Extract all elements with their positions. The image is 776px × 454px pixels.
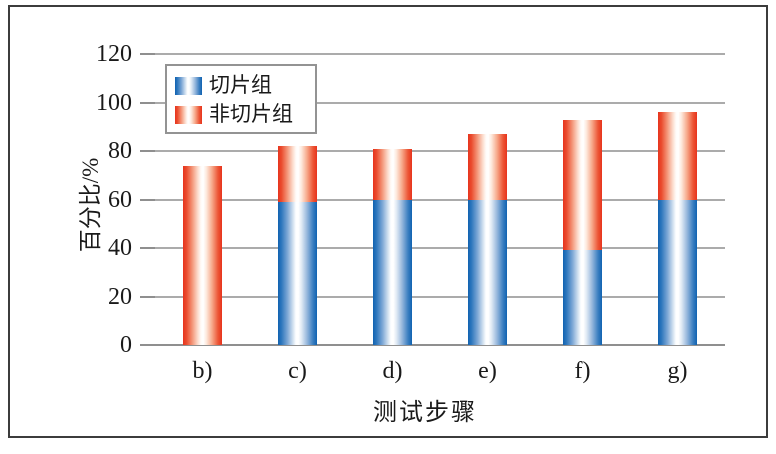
x-category-label-c: c) — [288, 358, 307, 384]
bar-g-non-slice-group — [658, 112, 697, 200]
y-tick-120 — [140, 53, 155, 55]
y-tick-label-100: 100 — [96, 89, 132, 116]
plot-area: 百分比/% 测试步骤 0 20 40 60 80 100 120 b) c) d) e) f) g) — [78, 42, 725, 426]
x-category-label-f: f) — [574, 358, 591, 384]
red-legend-swatch — [175, 105, 202, 124]
x-axis-line — [140, 344, 725, 346]
gridline-60 — [155, 198, 725, 201]
y-tick-label-20: 20 — [108, 283, 132, 310]
bar-d-non-slice-group — [373, 148, 412, 200]
y-tick-20 — [140, 295, 155, 298]
bar-f-non-slice-group — [563, 119, 602, 251]
blue-legend-swatch — [175, 76, 202, 95]
legend-item-non-slice-group: 非切片组 — [175, 100, 315, 129]
y-tick-100 — [140, 101, 155, 104]
y-tick-label-40: 40 — [108, 235, 132, 261]
y-tick-label-80: 80 — [108, 138, 132, 164]
y-tick-label-120: 120 — [96, 41, 132, 67]
bar-e-non-slice-group — [468, 134, 507, 200]
bar-c-slice-group — [278, 201, 317, 345]
bar-c-non-slice-group — [278, 146, 317, 202]
gridline-100 — [155, 101, 725, 104]
legend: 切片组 非切片组 — [165, 64, 317, 134]
gridline-80 — [155, 150, 725, 152]
bar-d-slice-group — [373, 199, 412, 345]
x-axis-title: 测试步骤 — [373, 400, 477, 426]
legend-label: 非切片组 — [209, 102, 293, 126]
y-tick-label-60: 60 — [108, 186, 132, 213]
gridline-120 — [155, 53, 725, 55]
x-category-label-g: g) — [667, 358, 688, 384]
bar-b-non-slice-group — [183, 165, 222, 345]
y-tick-label-0: 0 — [120, 332, 132, 358]
bar-e-slice-group — [468, 199, 507, 345]
gridline-40 — [155, 247, 725, 249]
gridline-20 — [155, 295, 725, 298]
figure-frame: 百分比/% 测试步骤 0 20 40 60 80 100 120 b) c) d) e) f) g) 切… — [8, 5, 768, 438]
legend-label: 切片组 — [209, 73, 272, 97]
y-tick-80 — [140, 150, 155, 152]
legend-item-slice-group: 切片组 — [175, 71, 315, 100]
bar-g-slice-group — [658, 199, 697, 345]
y-tick-40 — [140, 247, 155, 249]
bar-f-slice-group — [563, 250, 602, 345]
x-category-label-e: e) — [478, 358, 497, 384]
y-tick-60 — [140, 198, 155, 201]
x-category-label-d: d) — [382, 358, 403, 384]
x-category-label-b: b) — [192, 358, 213, 384]
